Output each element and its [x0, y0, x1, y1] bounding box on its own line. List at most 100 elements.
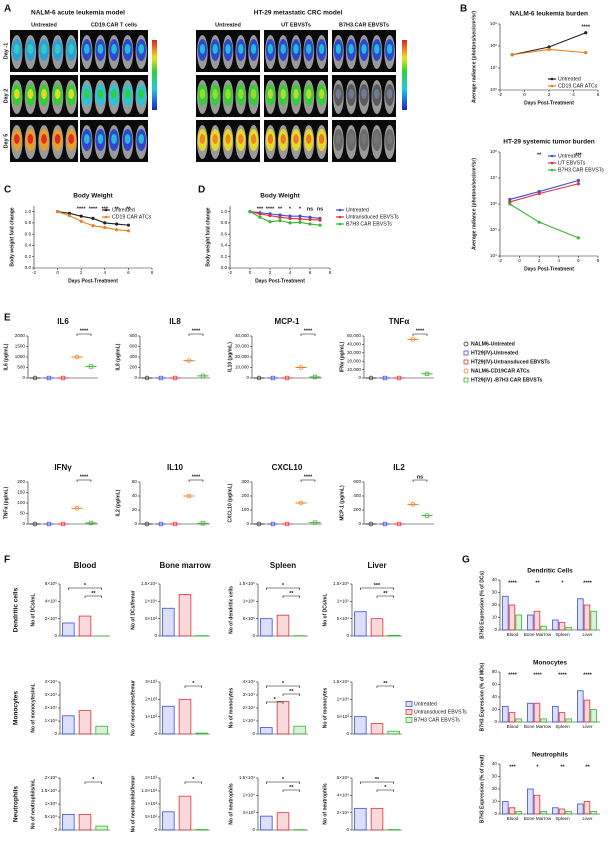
- significance: ****: [89, 206, 98, 212]
- chart-title: Monocytes: [533, 660, 567, 667]
- legend-marker: [104, 208, 108, 212]
- y-axis-label: IL2 (pg/mL): [115, 489, 121, 516]
- chart-title: TNFα: [389, 317, 410, 326]
- y-tick-label: 0.8: [25, 220, 32, 225]
- group-label: CD19.CAR T cells: [91, 22, 137, 28]
- y-tick-label: 0: [22, 521, 25, 526]
- y-tick-label: 0.2: [221, 254, 228, 259]
- chart-title: NALM-6 leukemia burden: [510, 11, 588, 18]
- chart-title: HT-29 systemic tumor burden: [503, 139, 594, 146]
- bar: [95, 825, 108, 831]
- data-point: [144, 375, 150, 381]
- x-tick-label: Spleen: [555, 816, 570, 821]
- significance-bracket: [360, 587, 394, 590]
- significance-bracket: [68, 587, 102, 590]
- y-tick-label: 10,000: [235, 365, 249, 370]
- bar: [508, 604, 516, 631]
- signal-core: [83, 44, 90, 54]
- bar: [387, 634, 400, 637]
- data-point: [60, 375, 66, 381]
- y-tick-label: 10,000: [347, 367, 361, 372]
- x-tick-label: Spleen: [555, 632, 570, 637]
- data-point: [396, 375, 402, 381]
- y-tick-label: 2×10⁵: [45, 775, 57, 780]
- signal-core: [124, 89, 131, 99]
- y-tick-label: 30,000: [235, 344, 249, 349]
- y-tick-label: 0: [346, 827, 349, 832]
- y-tick-label: 1.5×10⁴: [333, 679, 349, 684]
- y-tick-label: 400: [129, 354, 137, 359]
- panel-label: A: [4, 4, 11, 15]
- x-axis-label: Days Post-Treatment: [524, 100, 574, 106]
- y-tick-label: 1×10³: [145, 714, 157, 719]
- y-tick-label: 0: [494, 811, 497, 816]
- significance-bracket: [184, 685, 202, 688]
- bar: [370, 618, 384, 637]
- data-point: [508, 197, 512, 202]
- chart-title: IL10: [167, 463, 184, 472]
- x-tick-label: 4: [289, 270, 292, 275]
- y-tick-label: 0: [134, 521, 137, 526]
- signal-core: [41, 89, 47, 99]
- y-tick-label: 40,000: [347, 342, 361, 347]
- y-tick-label: 0: [134, 375, 137, 380]
- x-tick-label: Blood: [507, 724, 519, 729]
- y-tick-label: 80: [492, 669, 498, 674]
- chart-title: IL2: [393, 463, 405, 472]
- data-point: [258, 212, 262, 216]
- signal-core: [68, 44, 75, 54]
- data-point: [576, 182, 581, 186]
- signal-core: [225, 89, 231, 99]
- chart-title: MCP-1: [275, 317, 300, 326]
- signal-core: [111, 89, 117, 99]
- bar: [577, 803, 584, 815]
- signal-core: [361, 134, 367, 144]
- signal-core: [97, 44, 104, 54]
- data-point: [67, 213, 71, 218]
- significance: **: [535, 580, 540, 586]
- signal-core: [250, 134, 257, 144]
- y-tick-label: 2×10⁵: [45, 616, 57, 621]
- legend-label: NALM6-CD19CAR ATCs: [471, 368, 530, 374]
- signal-core: [335, 44, 342, 54]
- x-tick-label: Liver: [583, 816, 593, 821]
- significance: **: [560, 764, 565, 770]
- signal-core: [225, 134, 231, 144]
- data-point: [248, 210, 252, 214]
- y-tick-label: 600: [129, 344, 137, 349]
- significance-bracket: [188, 333, 204, 336]
- significance: *: [92, 777, 95, 783]
- legend-label: Untransduced EBVSTs: [346, 214, 399, 220]
- legend-marker: [463, 359, 469, 365]
- y-axis-label: No of monocytes/femur: [130, 680, 136, 736]
- significance: **: [289, 785, 294, 791]
- signal-core: [318, 134, 325, 144]
- data-point: [172, 375, 178, 381]
- data-point: [91, 216, 95, 220]
- y-axis-label: B7H3 Expression (% of neut): [479, 755, 485, 824]
- x-tick-label: 2: [269, 270, 272, 275]
- y-tick-label: 1×10⁵: [45, 801, 57, 806]
- cell-title: Dendritic cells: [13, 587, 20, 632]
- bar: [78, 710, 92, 735]
- x-tick-label: 4: [104, 270, 107, 275]
- data-point: [298, 217, 302, 221]
- y-tick-label: 0: [54, 633, 57, 638]
- y-axis-label: Body weight fold change: [205, 207, 211, 266]
- y-tick-label: 0.0: [221, 265, 228, 270]
- legend-label: Untreated: [346, 207, 369, 213]
- y-tick-label: 60: [492, 682, 498, 687]
- y-tick-label: 200: [17, 479, 25, 484]
- significance: ****: [304, 474, 313, 480]
- legend-swatch: [405, 717, 413, 723]
- bar: [354, 611, 367, 637]
- significance: **: [537, 152, 542, 158]
- legend-label: Untreated: [112, 207, 135, 213]
- x-tick-label: 0: [249, 270, 252, 275]
- signal-core: [318, 89, 325, 99]
- bar: [276, 614, 290, 637]
- data-point: [46, 521, 52, 527]
- significance-bracket: [412, 479, 428, 482]
- signal-core: [111, 134, 117, 144]
- data-point: [312, 520, 318, 525]
